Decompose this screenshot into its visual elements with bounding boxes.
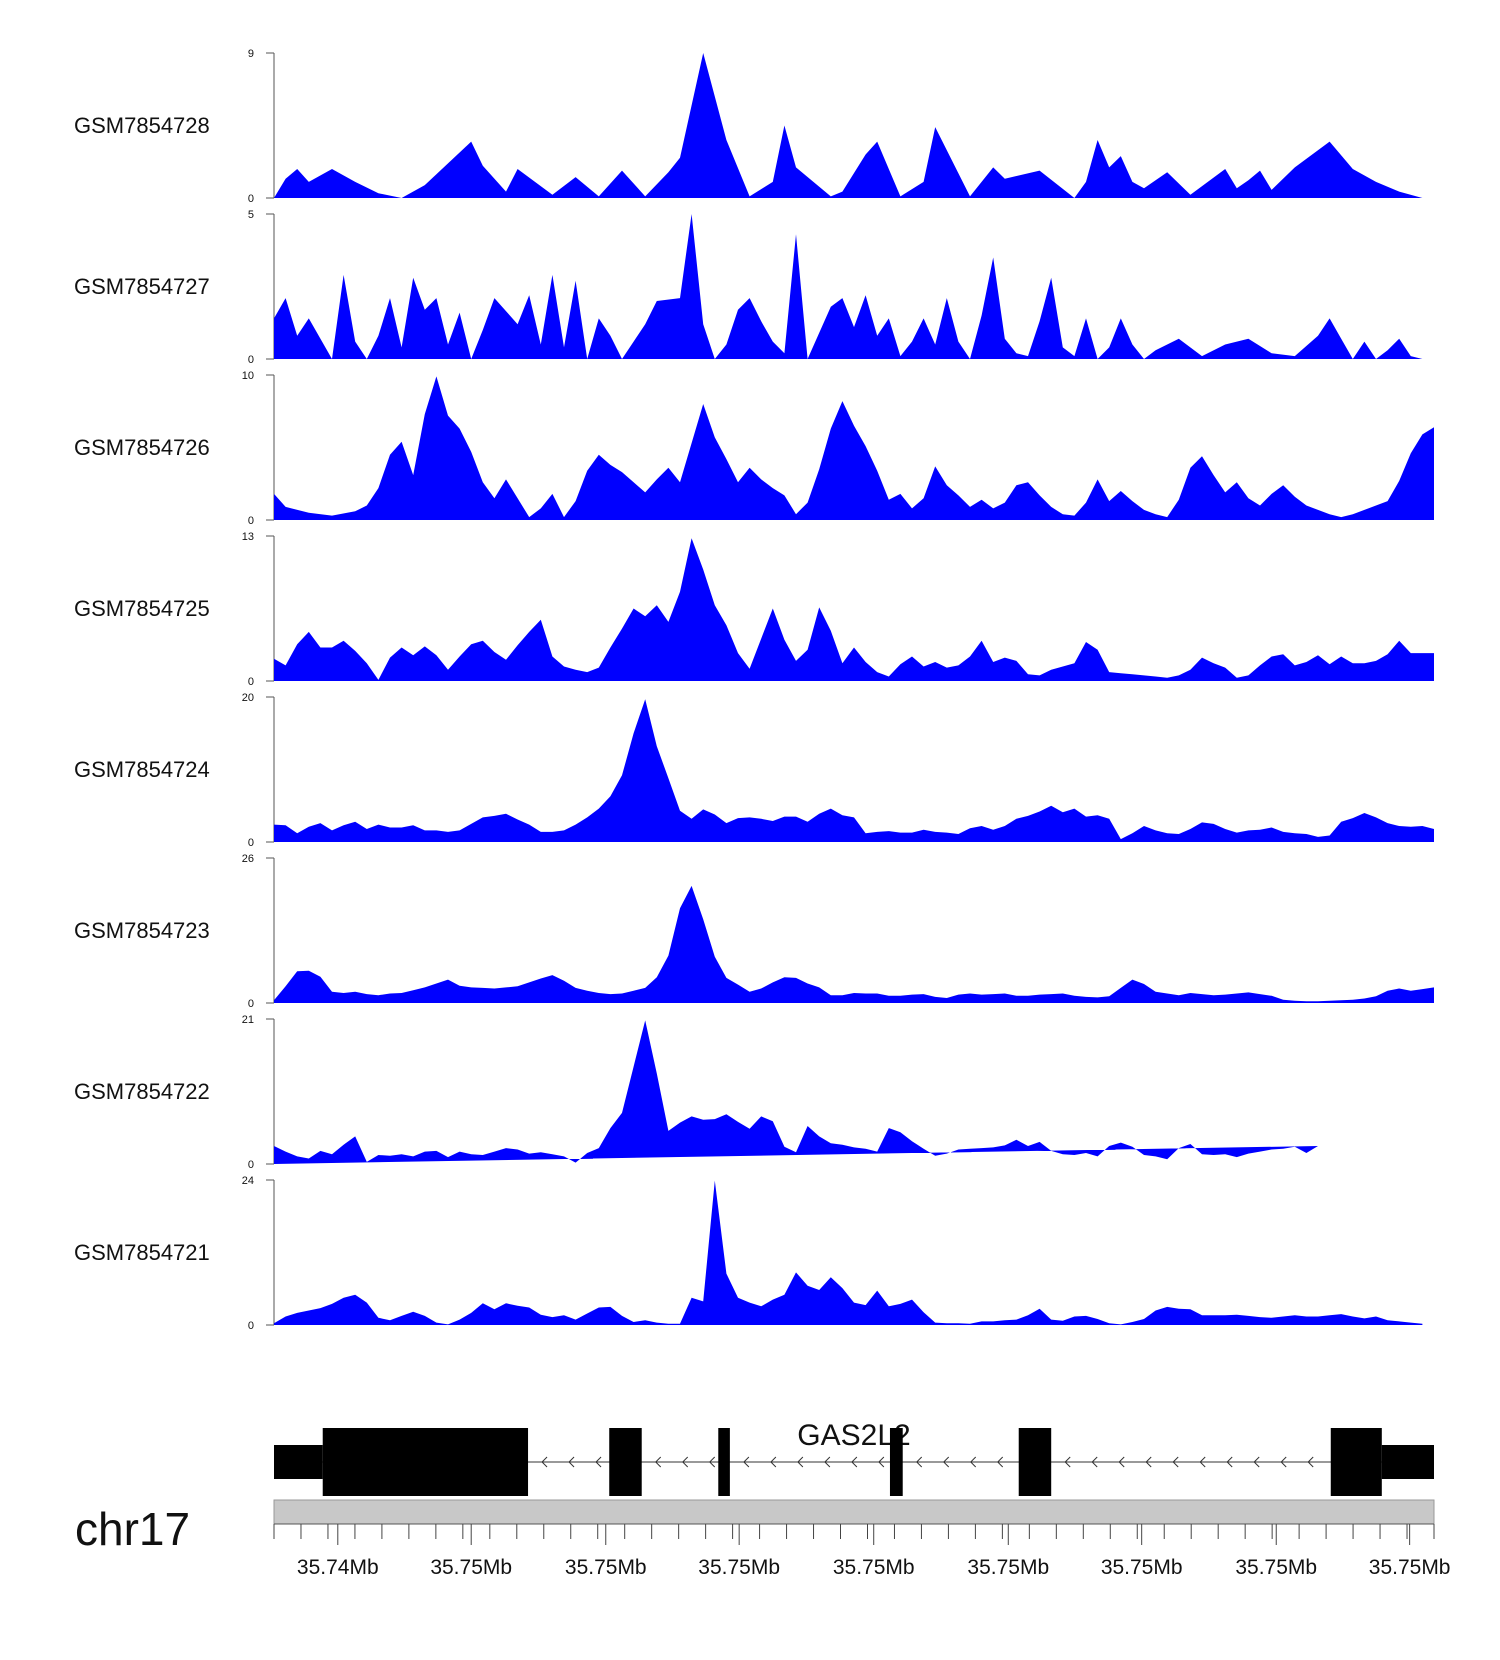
utr-block (274, 1445, 323, 1479)
axis-tick-label: 35.75Mb (967, 1556, 1049, 1579)
track-GSM7854721: 24 0 GSM7854721 (74, 1175, 1423, 1332)
strand-arrow (1199, 1456, 1206, 1468)
coverage-area (274, 376, 1434, 520)
y-min-label: 0 (248, 515, 254, 527)
axis-tick-label: 35.75Mb (430, 1556, 512, 1579)
exon-block (1018, 1428, 1052, 1496)
strand-arrow (1226, 1456, 1233, 1468)
axis-tick-label: 35.75Mb (565, 1556, 647, 1579)
strand-arrow (878, 1456, 885, 1468)
exon-block (609, 1428, 642, 1496)
strand-arrow (997, 1456, 1004, 1468)
track-name-label: GSM7854724 (74, 757, 210, 782)
track-name-label: GSM7854727 (74, 274, 210, 299)
strand-arrow (1307, 1456, 1314, 1468)
strand-arrow (824, 1456, 831, 1468)
y-min-label: 0 (248, 1320, 254, 1332)
chromosome-ideogram (273, 1499, 1435, 1525)
strand-arrow (595, 1456, 602, 1468)
y-max-label: 13 (242, 531, 254, 543)
coverage-area (274, 53, 1423, 198)
axis-tick-label: 35.75Mb (1101, 1556, 1183, 1579)
coverage-area (274, 214, 1423, 359)
axis-tick-label: 35.75Mb (1369, 1556, 1451, 1579)
y-max-label: 5 (248, 209, 254, 221)
track-name-label: GSM7854721 (74, 1240, 210, 1265)
y-min-label: 0 (248, 193, 254, 205)
strand-arrow (682, 1456, 689, 1468)
strand-arrow (1253, 1456, 1260, 1468)
y-min-label: 0 (248, 998, 254, 1010)
strand-arrow (655, 1456, 662, 1468)
track-name-label: GSM7854726 (74, 435, 210, 460)
track-GSM7854726: 10 0 GSM7854726 (74, 370, 1434, 527)
track-name-label: GSM7854728 (74, 113, 210, 138)
axis-tick-label: 35.74Mb (297, 1556, 379, 1579)
strand-arrow (743, 1456, 750, 1468)
strand-arrow (1118, 1456, 1125, 1468)
coverage-area (274, 538, 1434, 681)
y-max-label: 21 (242, 1014, 254, 1026)
y-max-label: 26 (242, 853, 254, 865)
strand-arrow (1091, 1456, 1098, 1468)
axis-tick-label: 35.75Mb (833, 1556, 915, 1579)
strand-arrow (770, 1456, 777, 1468)
coverage-area (274, 699, 1434, 842)
y-max-label: 9 (248, 48, 254, 60)
strand-arrow (709, 1456, 716, 1468)
coverage-tracks: 9 0 GSM7854728 5 0 GSM7854727 10 0 GSM7854726 13 0… (74, 48, 1434, 1332)
y-max-label: 20 (242, 692, 254, 704)
exon-block (889, 1428, 903, 1496)
strand-arrow (541, 1456, 548, 1468)
track-GSM7854725: 13 0 GSM7854725 (74, 531, 1434, 688)
coverage-area (274, 1180, 1423, 1325)
axis-tick-label: 35.75Mb (1235, 1556, 1317, 1579)
genomic-axis: chr17 35.74Mb 35.75Mb 35.75Mb 35.75Mb 35.75M… (75, 1499, 1451, 1579)
y-min-label: 0 (248, 1159, 254, 1171)
utr-block (1381, 1445, 1434, 1479)
coverage-area (274, 1020, 1318, 1164)
track-GSM7854722: 21 0 GSM7854722 (74, 1014, 1318, 1171)
y-min-label: 0 (248, 354, 254, 366)
coverage-area (274, 885, 1434, 1003)
gene-annotation-track: GAS2L2 (274, 1419, 1434, 1496)
exon-block (718, 1428, 730, 1496)
chromosome-label: chr17 (75, 1503, 190, 1555)
strand-arrow (1145, 1456, 1152, 1468)
strand-arrow (797, 1456, 804, 1468)
strand-arrow (916, 1456, 923, 1468)
track-name-label: GSM7854722 (74, 1079, 210, 1104)
exon-block (1330, 1428, 1382, 1496)
strand-arrow (1280, 1456, 1287, 1468)
track-GSM7854724: 20 0 GSM7854724 (74, 692, 1434, 849)
track-GSM7854728: 9 0 GSM7854728 (74, 48, 1423, 205)
track-name-label: GSM7854725 (74, 596, 210, 621)
y-max-label: 10 (242, 370, 254, 382)
strand-arrow (943, 1456, 950, 1468)
strand-arrow (1172, 1456, 1179, 1468)
strand-arrow (970, 1456, 977, 1468)
track-name-label: GSM7854723 (74, 918, 210, 943)
y-max-label: 24 (242, 1175, 254, 1187)
exon-block (322, 1428, 529, 1496)
strand-arrow (568, 1456, 575, 1468)
y-min-label: 0 (248, 676, 254, 688)
axis-tick-label: 35.75Mb (698, 1556, 780, 1579)
strand-arrow (851, 1456, 858, 1468)
strand-arrow (1064, 1456, 1071, 1468)
track-GSM7854727: 5 0 GSM7854727 (74, 209, 1423, 366)
y-min-label: 0 (248, 837, 254, 849)
track-GSM7854723: 26 0 GSM7854723 (74, 853, 1434, 1010)
